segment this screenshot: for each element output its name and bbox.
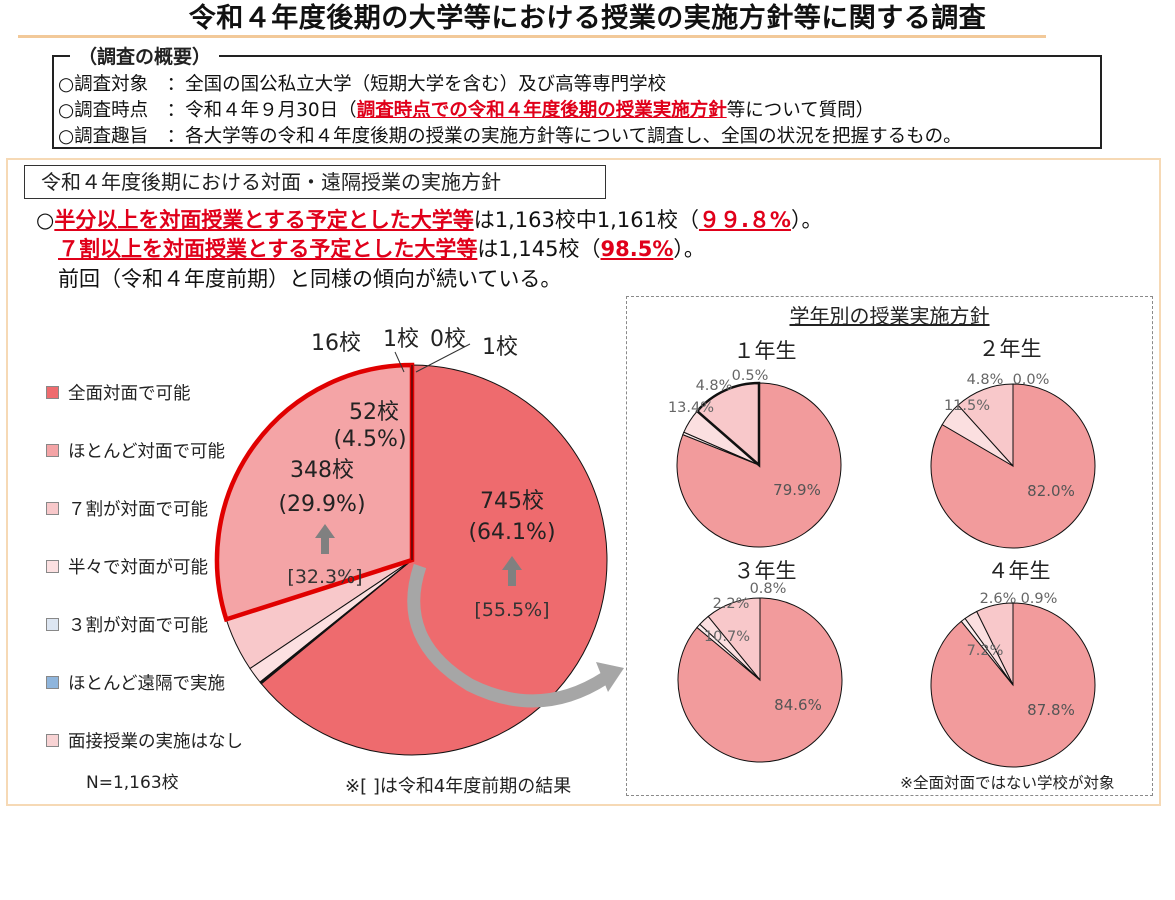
section-title: 令和４年度後期における対面・遠隔授業の実施方針 xyxy=(24,165,606,199)
legend-swatch xyxy=(46,386,59,399)
overview-line-time: ○調査時点 ：令和４年９月30日（調査時点での令和４年度後期の授業実施方針等につ… xyxy=(58,96,874,122)
overview-line-text: ○調査趣旨 ：各大学等の令和４年度後期の授業の実施方針等について調査し、全国の状… xyxy=(58,126,962,147)
overview-line-highlight: 調査時点での令和４年度後期の授業実施方針 xyxy=(356,100,727,121)
legend-label: ほとんど対面で可能 xyxy=(68,442,225,462)
overview-line-text: 等について質問） xyxy=(726,100,875,121)
statement-highlight: ７割以上を対面授業とする予定とした大学等 xyxy=(58,237,478,261)
statement-highlight: 半分以上を対面授業とする予定とした大学等 xyxy=(54,208,474,232)
sample-size-label: N=1,163校 xyxy=(86,773,179,793)
legend-label: ７割が対面で可能 xyxy=(68,500,208,520)
legend-label: 全面対面で可能 xyxy=(68,384,191,404)
statement-text: は1,145校（ xyxy=(477,237,601,261)
overview-line-text: ○調査時点 ：令和４年９月30日（ xyxy=(58,100,357,121)
legend-swatch xyxy=(46,444,59,457)
legend-swatch xyxy=(46,502,59,515)
legend-swatch xyxy=(46,560,59,573)
overview-line-purpose: ○調査趣旨 ：各大学等の令和４年度後期の授業の実施方針等について調査し、全国の状… xyxy=(58,122,962,148)
year-breakdown-box xyxy=(626,296,1153,796)
statement-line-1: ○半分以上を対面授業とする予定とした大学等は1,163校中1,161校（９９.８… xyxy=(36,204,822,234)
statement-highlight: ９９.８% xyxy=(698,208,791,232)
legend-swatch xyxy=(46,734,59,747)
page-title: 令和４年度後期の大学等における授業の実施方針等に関する調査 xyxy=(188,3,987,34)
overview-line-text: ○調査対象 ：全国の国公私立大学（短期大学を含む）及び高等専門学校 xyxy=(58,74,667,95)
overview-line-target: ○調査対象 ：全国の国公私立大学（短期大学を含む）及び高等専門学校 xyxy=(58,70,666,96)
statement-text: ○ xyxy=(36,208,55,232)
statement-line-3: 前回（令和４年度前期）と同様の傾向が続いている。 xyxy=(58,267,562,291)
legend-label: 半々で対面が可能 xyxy=(68,558,208,578)
legend-swatch xyxy=(46,618,59,631)
legend-label: 面接授業の実施はなし xyxy=(68,732,243,752)
statement-highlight: 98.5% xyxy=(600,237,674,261)
year-breakdown-title: 学年別の授業実施方針 xyxy=(789,304,990,328)
statement-text: は1,163校中1,161校（ xyxy=(473,208,699,232)
overview-label: （調査の概要） xyxy=(70,42,220,69)
statement-line-2: ７割以上を対面授業とする予定とした大学等は1,145校（98.5%）。 xyxy=(58,233,705,263)
main-panel xyxy=(6,158,1161,806)
bracket-note: ※[ ]は令和4年度前期の結果 xyxy=(345,776,572,797)
year-breakdown-note: ※全面対面ではない学校が対象 xyxy=(900,774,1115,792)
legend-label: ３割が対面で可能 xyxy=(68,616,208,636)
legend-label: ほとんど遠隔で実施 xyxy=(68,674,225,694)
statement-text: ）。 xyxy=(673,237,705,261)
statement-text: ）。 xyxy=(790,208,823,232)
legend-swatch xyxy=(46,676,59,689)
overview-box xyxy=(52,55,1102,149)
title-underline xyxy=(18,35,1046,38)
